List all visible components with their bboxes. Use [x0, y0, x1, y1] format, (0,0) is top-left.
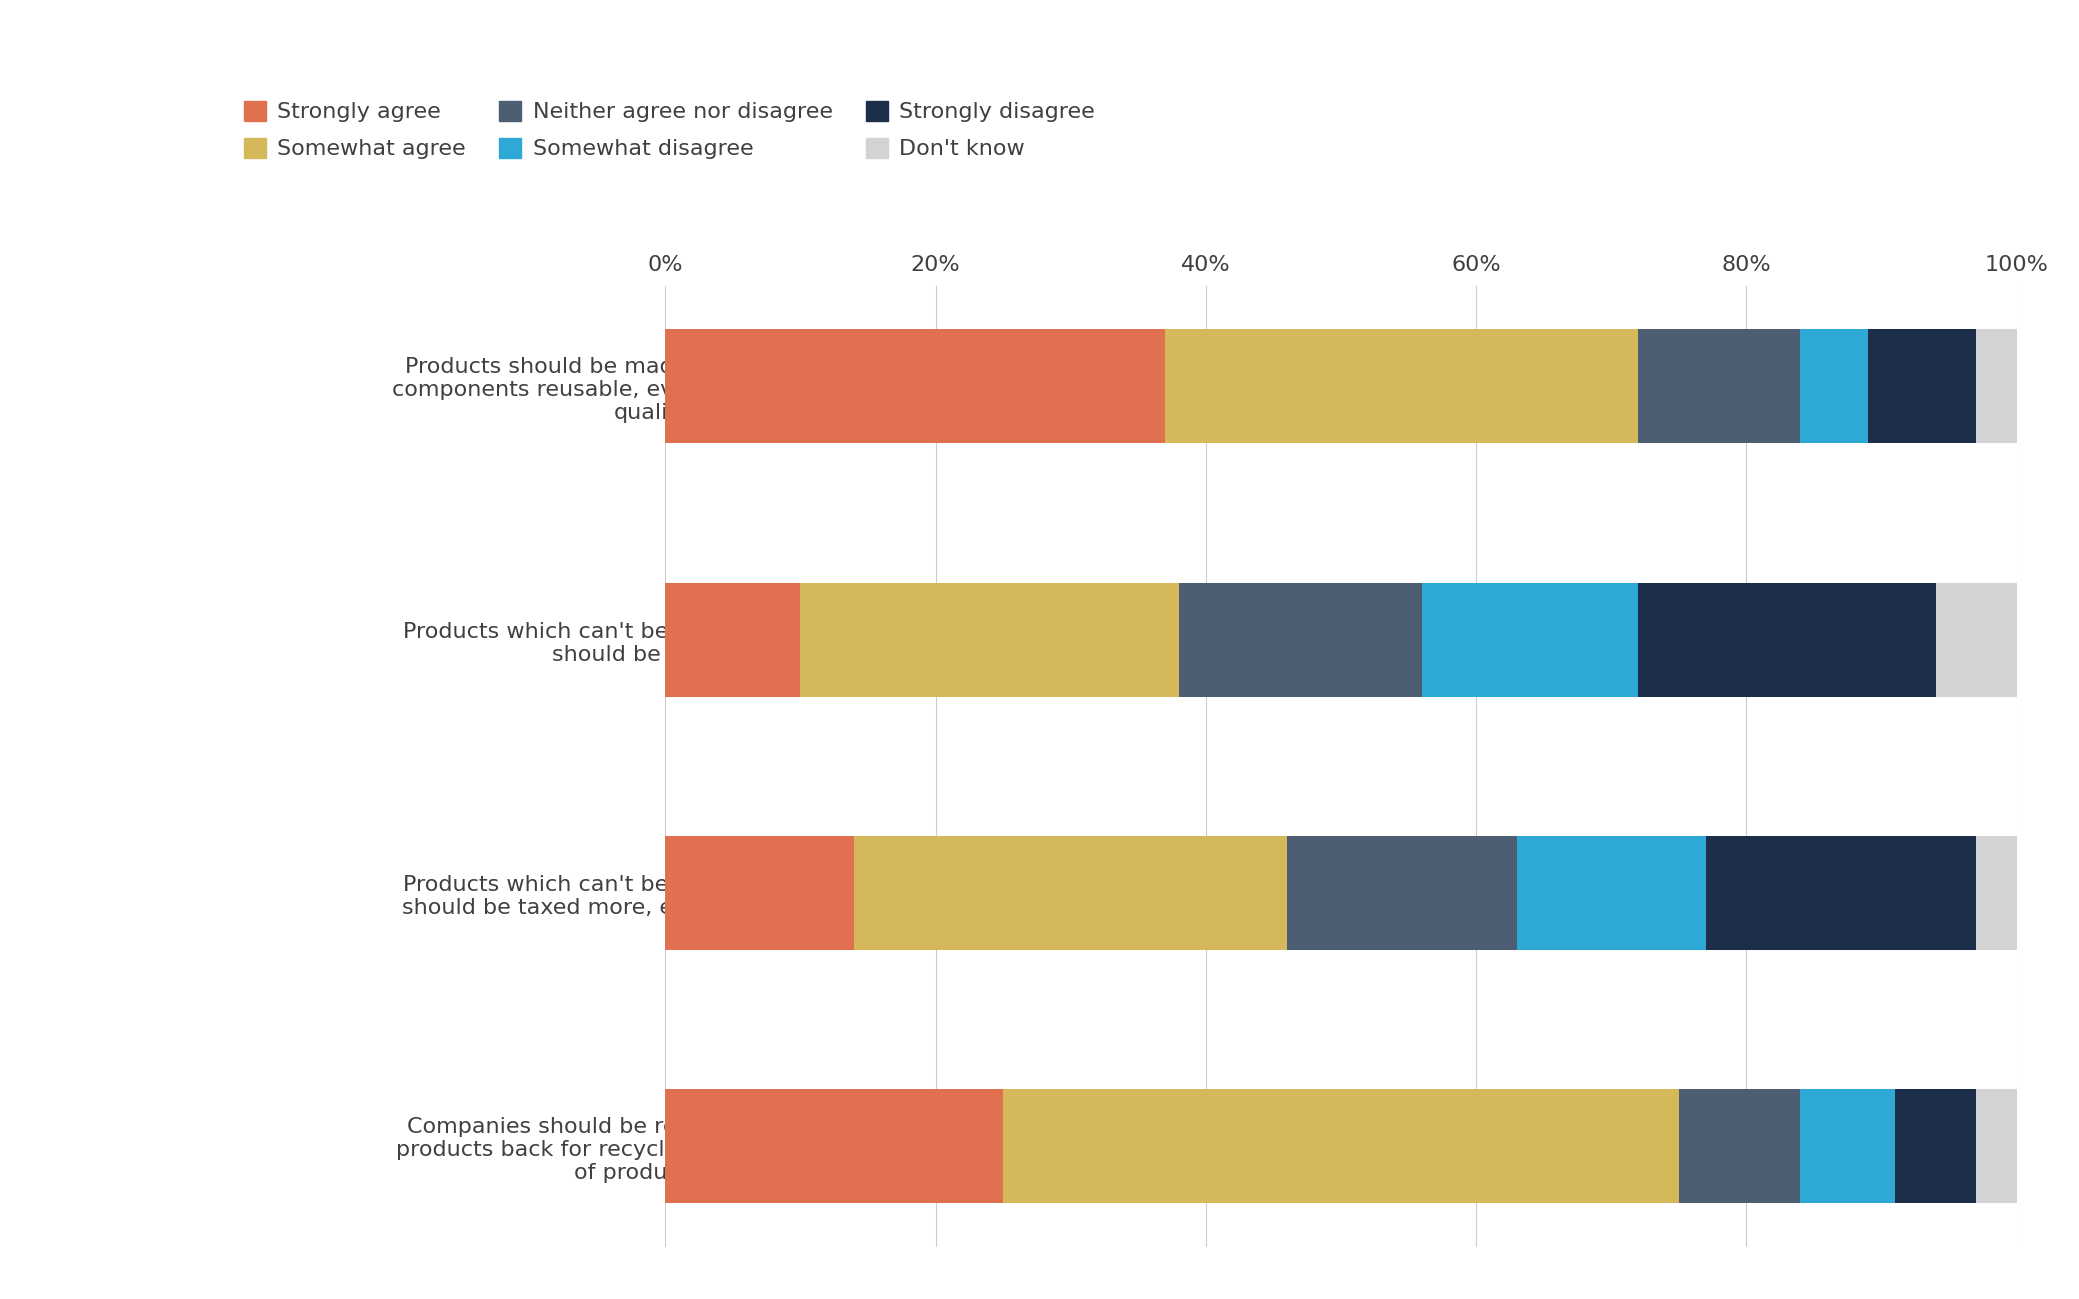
- Bar: [1800, 1090, 1894, 1203]
- Bar: [854, 837, 1287, 950]
- Bar: [1638, 330, 1800, 443]
- Legend: Strongly agree, Somewhat agree, Neither agree nor disagree, Somewhat disagree, S: Strongly agree, Somewhat agree, Neither …: [243, 100, 1096, 160]
- Bar: [1516, 837, 1705, 950]
- Bar: [1705, 837, 1975, 950]
- Bar: [1975, 330, 2017, 443]
- Bar: [1975, 837, 2017, 950]
- Bar: [665, 1090, 1002, 1203]
- Bar: [665, 330, 1164, 443]
- Bar: [665, 583, 800, 696]
- Bar: [1867, 330, 1975, 443]
- Bar: [1164, 330, 1638, 443]
- Bar: [1002, 1090, 1680, 1203]
- Bar: [1800, 330, 1867, 443]
- Bar: [1287, 837, 1516, 950]
- Bar: [1638, 583, 1936, 696]
- Bar: [1680, 1090, 1800, 1203]
- Bar: [1179, 583, 1422, 696]
- Bar: [1936, 583, 2017, 696]
- Bar: [1422, 583, 1638, 696]
- Bar: [665, 837, 854, 950]
- Bar: [1975, 1090, 2017, 1203]
- Bar: [1896, 1090, 1975, 1203]
- Bar: [800, 583, 1179, 696]
